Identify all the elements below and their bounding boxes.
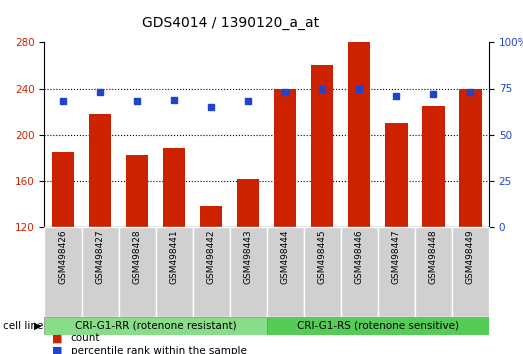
Point (429, 91, 438, 97)
Bar (119, 227, 156, 317)
Point (355, 86, 363, 91)
Point (467, 89, 475, 95)
Bar (311, 65, 334, 227)
Text: count: count (71, 333, 100, 343)
Text: ■: ■ (52, 333, 63, 343)
Text: GSM498428: GSM498428 (132, 229, 142, 284)
Text: GSM498426: GSM498426 (59, 229, 67, 284)
Text: GSM498445: GSM498445 (318, 229, 327, 284)
Bar (44, 227, 82, 317)
Point (133, 98, 141, 104)
Bar (156, 227, 192, 317)
Text: percentile rank within the sample: percentile rank within the sample (71, 346, 246, 354)
Bar (200, 206, 222, 227)
Bar (126, 155, 148, 227)
Text: GSM498448: GSM498448 (429, 229, 438, 284)
Bar (89, 114, 111, 227)
Text: CRI-G1-RS (rotenone sensitive): CRI-G1-RS (rotenone sensitive) (297, 321, 459, 331)
Bar (44, 317, 267, 335)
Text: GSM498449: GSM498449 (466, 229, 475, 284)
Point (96, 89, 104, 95)
Text: GSM498441: GSM498441 (169, 229, 179, 284)
Bar (267, 227, 304, 317)
Bar (274, 88, 297, 227)
Point (392, 93, 401, 99)
Text: ▶: ▶ (35, 321, 42, 331)
Bar (423, 106, 445, 227)
Bar (82, 227, 119, 317)
Bar (230, 227, 267, 317)
Text: GSM498447: GSM498447 (392, 229, 401, 284)
Bar (452, 227, 489, 317)
Point (318, 86, 326, 91)
Bar (304, 227, 341, 317)
Bar (385, 123, 407, 227)
Text: GSM498442: GSM498442 (207, 229, 215, 284)
Text: GSM498444: GSM498444 (281, 229, 290, 284)
Bar (348, 42, 370, 227)
Point (207, 104, 215, 110)
Bar (267, 317, 489, 335)
Point (281, 89, 289, 95)
Bar (237, 179, 259, 227)
Bar (415, 227, 452, 317)
Text: ■: ■ (52, 346, 63, 354)
Text: GSM498443: GSM498443 (244, 229, 253, 284)
Bar (52, 152, 74, 227)
Bar (192, 227, 230, 317)
Bar (459, 88, 482, 227)
Bar (163, 148, 185, 227)
Bar (378, 227, 415, 317)
Bar (341, 227, 378, 317)
Text: GSM498446: GSM498446 (355, 229, 364, 284)
Point (59, 98, 67, 104)
Point (244, 98, 253, 104)
Text: cell line: cell line (3, 321, 43, 331)
Text: CRI-G1-RR (rotenone resistant): CRI-G1-RR (rotenone resistant) (75, 321, 236, 331)
Text: GDS4014 / 1390120_a_at: GDS4014 / 1390120_a_at (142, 16, 319, 30)
Text: GSM498427: GSM498427 (96, 229, 105, 284)
Point (170, 97, 178, 102)
